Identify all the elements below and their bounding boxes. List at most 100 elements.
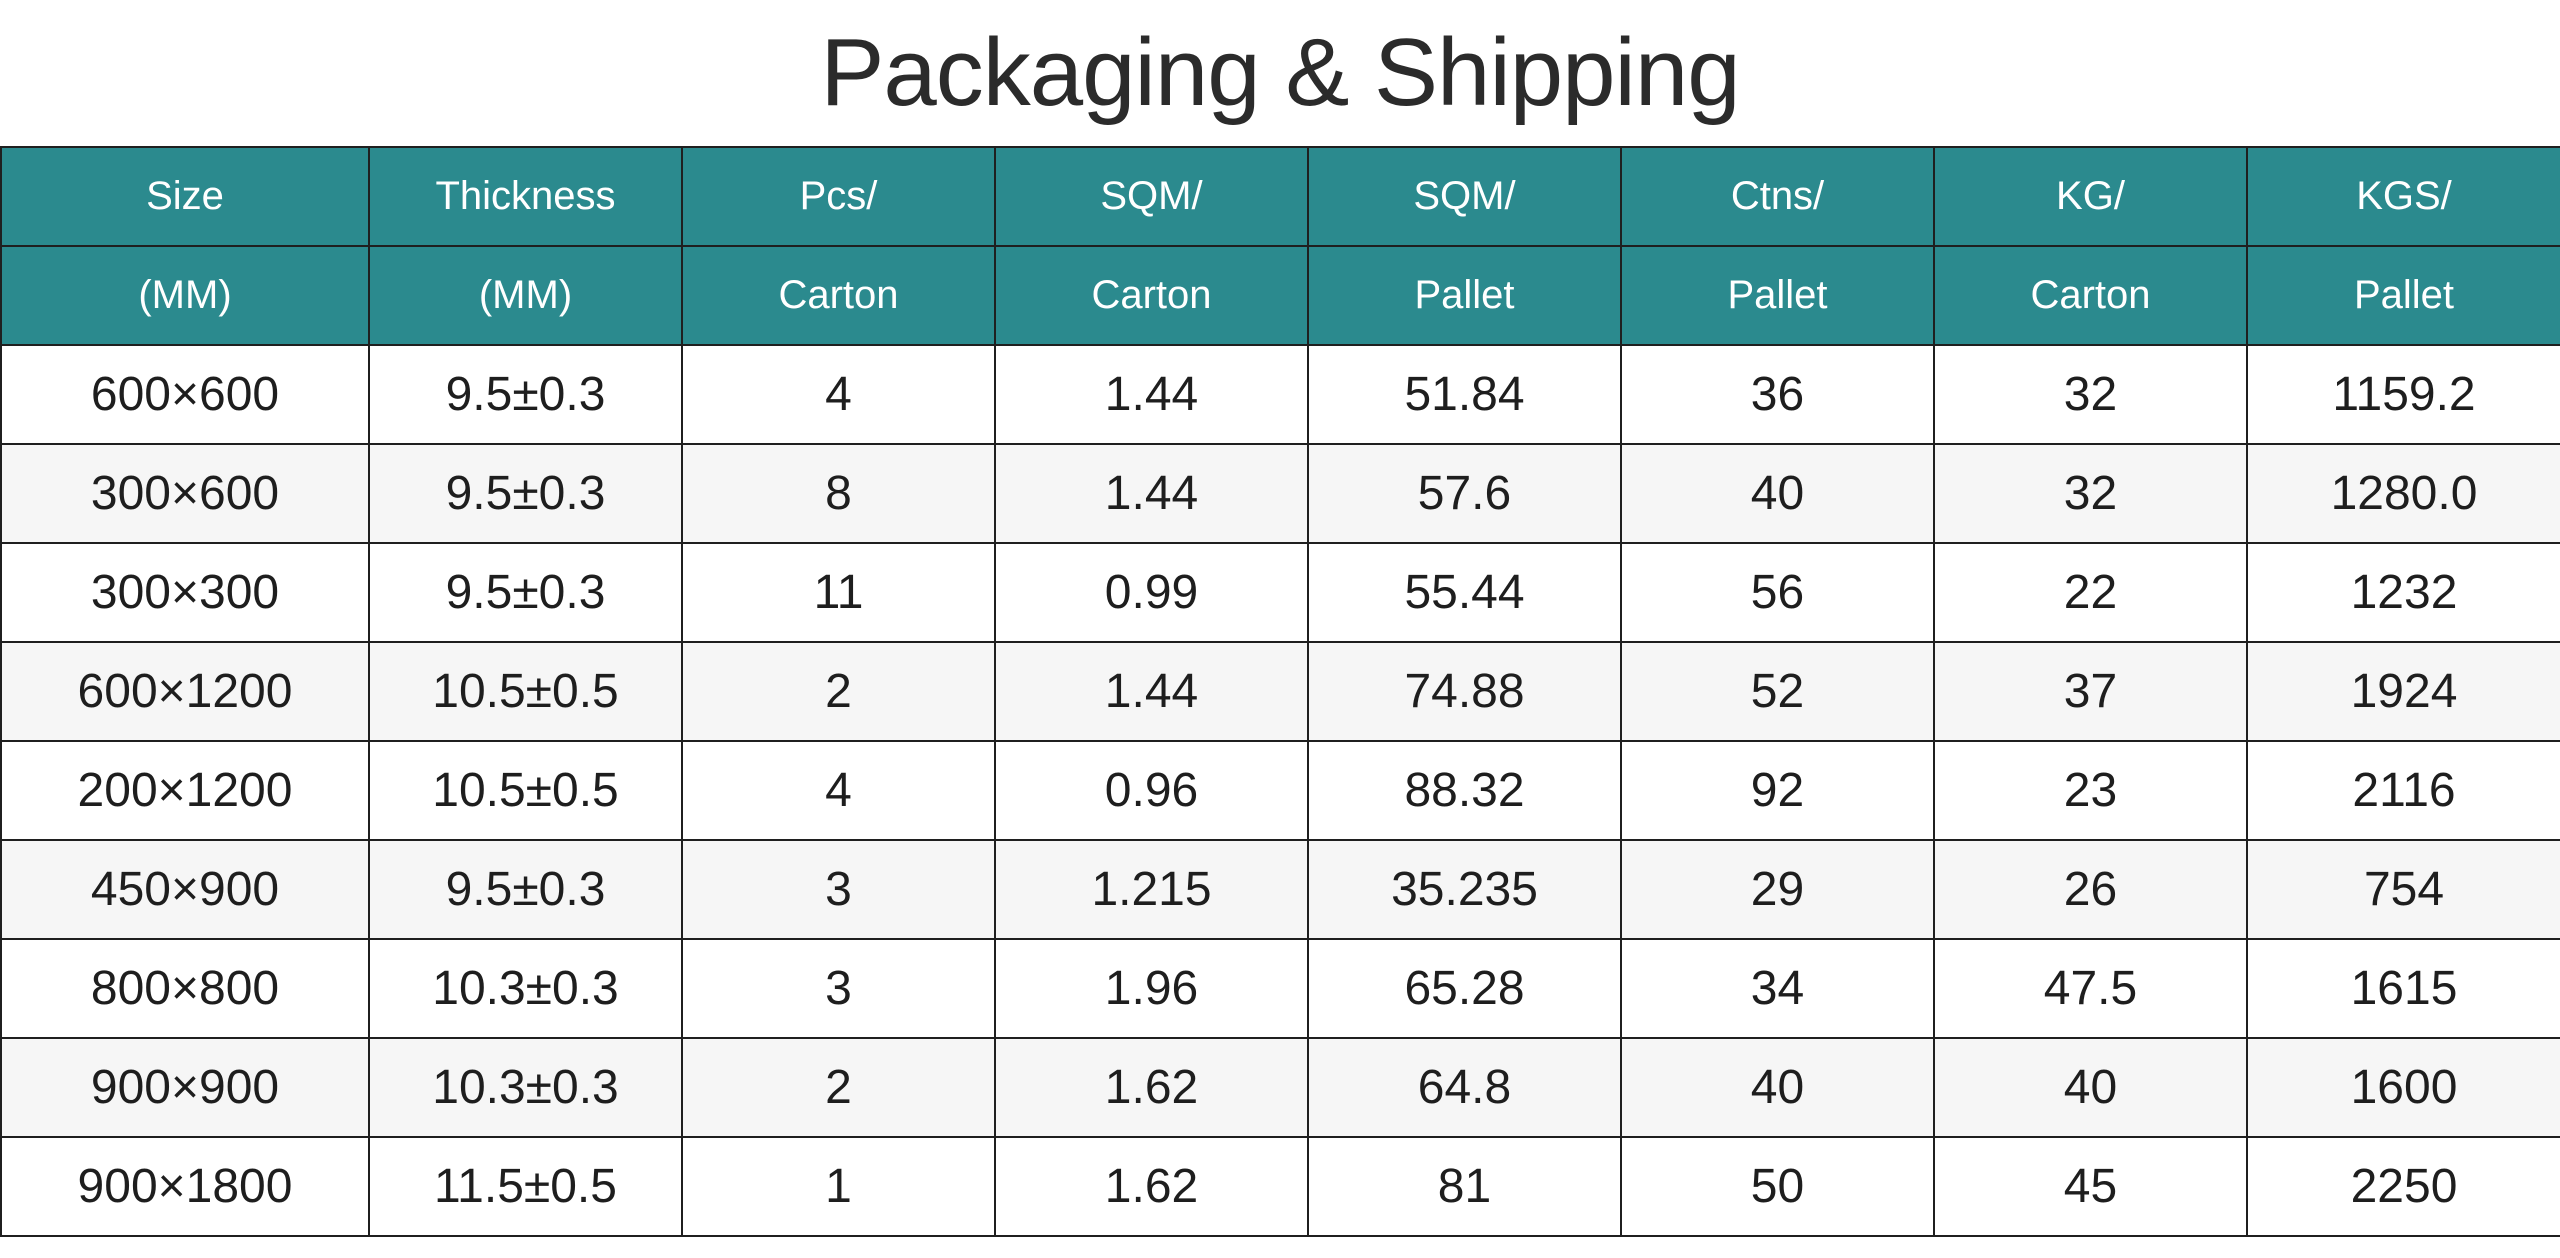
header-ctns-unit: Pallet <box>1620 245 1935 346</box>
header-row-1: Size Thickness Pcs/ SQM/ SQM/ Ctns/ KG/ … <box>0 146 2560 247</box>
table-row: 900×1800 11.5±0.5 1 1.62 81 50 45 2250 <box>0 1136 2560 1237</box>
cell-kgs-pallet: 1615 <box>2246 938 2560 1039</box>
cell-kgs-pallet: 2116 <box>2246 740 2560 841</box>
cell-sqm-pallet: 88.32 <box>1307 740 1622 841</box>
cell-kgs-pallet: 1600 <box>2246 1037 2560 1138</box>
cell-size: 300×300 <box>0 542 370 643</box>
cell-sqm-pallet: 81 <box>1307 1136 1622 1237</box>
cell-sqm-carton: 1.62 <box>994 1037 1309 1138</box>
cell-thickness: 11.5±0.5 <box>368 1136 683 1237</box>
header-sqm-per-carton: SQM/ <box>994 146 1309 247</box>
cell-kgs-pallet: 1159.2 <box>2246 344 2560 445</box>
cell-kg-carton: 26 <box>1933 839 2248 940</box>
cell-kg-carton: 45 <box>1933 1136 2248 1237</box>
cell-kg-carton: 37 <box>1933 641 2248 742</box>
cell-kg-carton: 32 <box>1933 443 2248 544</box>
cell-size: 800×800 <box>0 938 370 1039</box>
cell-thickness: 10.5±0.5 <box>368 641 683 742</box>
cell-sqm-carton: 1.215 <box>994 839 1309 940</box>
cell-size: 600×1200 <box>0 641 370 742</box>
table-row: 800×800 10.3±0.3 3 1.96 65.28 34 47.5 16… <box>0 938 2560 1039</box>
header-size-unit: (MM) <box>0 245 370 346</box>
cell-pcs-carton: 8 <box>681 443 996 544</box>
cell-kg-carton: 23 <box>1933 740 2248 841</box>
cell-sqm-carton: 1.44 <box>994 443 1309 544</box>
cell-sqm-carton: 1.62 <box>994 1136 1309 1237</box>
cell-sqm-carton: 1.96 <box>994 938 1309 1039</box>
cell-pcs-carton: 2 <box>681 641 996 742</box>
header-ctns-per: Ctns/ <box>1620 146 1935 247</box>
cell-ctns-pallet: 29 <box>1620 839 1935 940</box>
packaging-table: Size Thickness Pcs/ SQM/ SQM/ Ctns/ KG/ … <box>0 146 2560 1237</box>
table-row: 600×600 9.5±0.3 4 1.44 51.84 36 32 1159.… <box>0 344 2560 445</box>
cell-ctns-pallet: 34 <box>1620 938 1935 1039</box>
cell-kg-carton: 22 <box>1933 542 2248 643</box>
header-pcs-unit: Carton <box>681 245 996 346</box>
header-size: Size <box>0 146 370 247</box>
header-kgs-per: KGS/ <box>2246 146 2560 247</box>
header-sqm-per-pallet: SQM/ <box>1307 146 1622 247</box>
header-kg-per: KG/ <box>1933 146 2248 247</box>
cell-kgs-pallet: 2250 <box>2246 1136 2560 1237</box>
header-thickness-unit: (MM) <box>368 245 683 346</box>
cell-sqm-pallet: 57.6 <box>1307 443 1622 544</box>
cell-sqm-carton: 1.44 <box>994 641 1309 742</box>
header-sqm-carton-unit: Carton <box>994 245 1309 346</box>
table-row: 450×900 9.5±0.3 3 1.215 35.235 29 26 754 <box>0 839 2560 940</box>
cell-ctns-pallet: 52 <box>1620 641 1935 742</box>
cell-kgs-pallet: 1280.0 <box>2246 443 2560 544</box>
cell-kg-carton: 32 <box>1933 344 2248 445</box>
cell-pcs-carton: 11 <box>681 542 996 643</box>
cell-pcs-carton: 4 <box>681 740 996 841</box>
cell-sqm-pallet: 55.44 <box>1307 542 1622 643</box>
cell-size: 600×600 <box>0 344 370 445</box>
header-kgs-unit: Pallet <box>2246 245 2560 346</box>
cell-thickness: 9.5±0.3 <box>368 542 683 643</box>
cell-sqm-pallet: 65.28 <box>1307 938 1622 1039</box>
cell-pcs-carton: 3 <box>681 839 996 940</box>
cell-thickness: 9.5±0.3 <box>368 839 683 940</box>
cell-size: 200×1200 <box>0 740 370 841</box>
cell-thickness: 9.5±0.3 <box>368 443 683 544</box>
cell-ctns-pallet: 92 <box>1620 740 1935 841</box>
header-row-2: (MM) (MM) Carton Carton Pallet Pallet Ca… <box>0 245 2560 346</box>
cell-size: 900×1800 <box>0 1136 370 1237</box>
cell-thickness: 10.3±0.3 <box>368 938 683 1039</box>
cell-thickness: 10.3±0.3 <box>368 1037 683 1138</box>
cell-sqm-pallet: 35.235 <box>1307 839 1622 940</box>
cell-sqm-carton: 0.96 <box>994 740 1309 841</box>
cell-ctns-pallet: 40 <box>1620 1037 1935 1138</box>
cell-thickness: 10.5±0.5 <box>368 740 683 841</box>
cell-kg-carton: 40 <box>1933 1037 2248 1138</box>
cell-size: 450×900 <box>0 839 370 940</box>
cell-ctns-pallet: 56 <box>1620 542 1935 643</box>
cell-pcs-carton: 3 <box>681 938 996 1039</box>
header-kg-unit: Carton <box>1933 245 2248 346</box>
cell-kgs-pallet: 1232 <box>2246 542 2560 643</box>
cell-size: 900×900 <box>0 1037 370 1138</box>
cell-thickness: 9.5±0.3 <box>368 344 683 445</box>
table-row: 900×900 10.3±0.3 2 1.62 64.8 40 40 1600 <box>0 1037 2560 1138</box>
header-pcs-per: Pcs/ <box>681 146 996 247</box>
table-row: 300×600 9.5±0.3 8 1.44 57.6 40 32 1280.0 <box>0 443 2560 544</box>
cell-pcs-carton: 2 <box>681 1037 996 1138</box>
cell-sqm-carton: 1.44 <box>994 344 1309 445</box>
cell-sqm-carton: 0.99 <box>994 542 1309 643</box>
cell-sqm-pallet: 64.8 <box>1307 1037 1622 1138</box>
page-title: Packaging & Shipping <box>820 19 1740 126</box>
cell-sqm-pallet: 74.88 <box>1307 641 1622 742</box>
cell-kgs-pallet: 1924 <box>2246 641 2560 742</box>
cell-pcs-carton: 4 <box>681 344 996 445</box>
cell-ctns-pallet: 36 <box>1620 344 1935 445</box>
header-thickness: Thickness <box>368 146 683 247</box>
cell-ctns-pallet: 40 <box>1620 443 1935 544</box>
cell-ctns-pallet: 50 <box>1620 1136 1935 1237</box>
table-row: 200×1200 10.5±0.5 4 0.96 88.32 92 23 211… <box>0 740 2560 841</box>
cell-pcs-carton: 1 <box>681 1136 996 1237</box>
header-sqm-pallet-unit: Pallet <box>1307 245 1622 346</box>
cell-size: 300×600 <box>0 443 370 544</box>
cell-kgs-pallet: 754 <box>2246 839 2560 940</box>
cell-kg-carton: 47.5 <box>1933 938 2248 1039</box>
table-row: 300×300 9.5±0.3 11 0.99 55.44 56 22 1232 <box>0 542 2560 643</box>
cell-sqm-pallet: 51.84 <box>1307 344 1622 445</box>
